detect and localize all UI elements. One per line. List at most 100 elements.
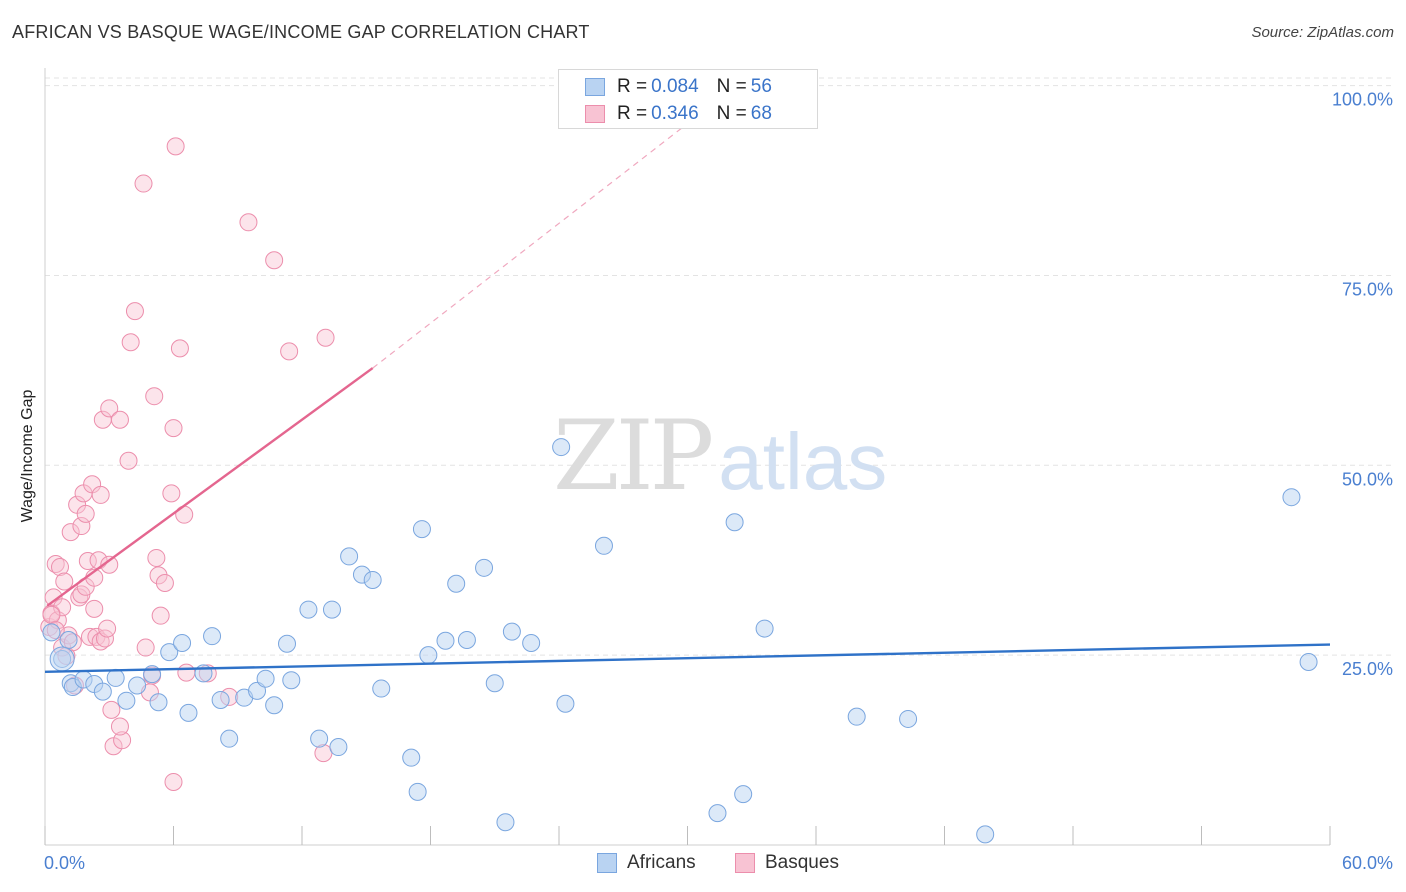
x-tick-label-max: 60.0% bbox=[1342, 853, 1393, 873]
basque-point bbox=[177, 663, 196, 682]
basque-point bbox=[239, 213, 258, 232]
african-point bbox=[1299, 652, 1318, 671]
axes bbox=[44, 68, 1331, 846]
basque-point bbox=[55, 572, 74, 591]
basques-swatch bbox=[585, 105, 605, 123]
y-tick-labels: 25.0% 50.0% 75.0% 100.0% bbox=[1332, 90, 1393, 680]
african-point bbox=[594, 536, 613, 555]
series-legend-basques[interactable]: Basques bbox=[735, 852, 839, 874]
african-point bbox=[419, 646, 438, 665]
african-point bbox=[847, 707, 866, 726]
african-point bbox=[179, 703, 198, 722]
basque-point bbox=[280, 342, 299, 361]
african-point bbox=[106, 668, 125, 687]
african-point bbox=[329, 738, 348, 757]
african-point bbox=[59, 630, 78, 649]
african-point bbox=[734, 785, 753, 804]
source-label: Source: ZipAtlas.com bbox=[1251, 24, 1394, 41]
series-legend-africans[interactable]: Africans bbox=[597, 852, 696, 874]
african-point bbox=[149, 693, 168, 712]
african-point bbox=[899, 709, 918, 728]
basque-point bbox=[91, 485, 110, 504]
basque-point bbox=[100, 399, 119, 418]
y-tick-label: 75.0% bbox=[1342, 279, 1393, 299]
grid-lines bbox=[45, 77, 1392, 656]
x-tick-label-min: 0.0% bbox=[44, 853, 85, 873]
african-point bbox=[220, 729, 239, 748]
african-point bbox=[708, 804, 727, 823]
basque-point bbox=[170, 339, 189, 358]
basque-point bbox=[70, 588, 89, 607]
basque-point bbox=[134, 174, 153, 193]
basques-r-value: 0.346 bbox=[651, 103, 699, 124]
african-point bbox=[447, 574, 466, 593]
basque-point bbox=[53, 598, 72, 617]
basque-point bbox=[110, 410, 129, 429]
correlation-legend: R = 0.084 N = 56 R = 0.346 N = 68 bbox=[558, 69, 818, 129]
basques-points bbox=[40, 137, 335, 791]
african-point bbox=[496, 813, 515, 832]
africans-swatch bbox=[585, 78, 605, 96]
basque-point bbox=[164, 772, 183, 791]
basque-point bbox=[149, 566, 168, 585]
african-point bbox=[556, 694, 575, 713]
series-legend: Africans Basques bbox=[0, 852, 1406, 876]
basques-legend-label: Basques bbox=[765, 852, 839, 873]
african-point bbox=[457, 630, 476, 649]
african-point bbox=[725, 513, 744, 532]
basques-r-label: R = bbox=[617, 103, 648, 124]
african-point bbox=[502, 622, 521, 641]
african-point bbox=[372, 679, 391, 698]
african-point bbox=[412, 520, 431, 539]
basque-point bbox=[136, 638, 155, 657]
basque-point bbox=[42, 605, 61, 624]
basques-trend-line bbox=[46, 367, 374, 607]
african-point bbox=[173, 633, 192, 652]
x-tick-labels: 0.0% 60.0% bbox=[44, 853, 1393, 873]
y-tick-label: 50.0% bbox=[1342, 469, 1393, 489]
basque-point bbox=[98, 619, 117, 638]
african-point bbox=[42, 623, 61, 642]
basque-point bbox=[110, 717, 129, 736]
legend-row-africans: R = 0.084 N = 56 bbox=[585, 75, 772, 99]
african-point bbox=[485, 674, 504, 693]
basque-point bbox=[125, 302, 144, 321]
basque-point bbox=[76, 504, 95, 523]
basque-point bbox=[265, 251, 284, 270]
african-point bbox=[976, 825, 995, 844]
basque-point bbox=[164, 419, 183, 438]
basque-point bbox=[147, 548, 166, 567]
basque-point bbox=[145, 387, 164, 406]
basque-point bbox=[316, 328, 335, 347]
africans-legend-swatch bbox=[597, 853, 617, 873]
african-point bbox=[322, 600, 341, 619]
basque-point bbox=[102, 700, 121, 719]
africans-n-label: N = bbox=[716, 76, 747, 97]
basque-point bbox=[61, 523, 80, 542]
basques-n-label: N = bbox=[716, 103, 747, 124]
basque-point bbox=[162, 484, 181, 503]
basque-point bbox=[151, 606, 170, 625]
african-point bbox=[402, 748, 421, 767]
chart-title: AFRICAN VS BASQUE WAGE/INCOME GAP CORREL… bbox=[12, 22, 590, 42]
basque-point bbox=[72, 517, 91, 536]
basque-point bbox=[113, 731, 132, 750]
african-point bbox=[143, 665, 162, 684]
y-axis-label: Wage/Income Gap bbox=[19, 389, 36, 523]
african-point bbox=[278, 634, 297, 653]
african-point bbox=[408, 782, 427, 801]
african-point bbox=[552, 438, 571, 457]
africans-r-label: R = bbox=[617, 76, 648, 97]
basque-point bbox=[85, 599, 104, 618]
african-point bbox=[256, 669, 275, 688]
african-point bbox=[211, 690, 230, 709]
y-tick-label: 25.0% bbox=[1342, 659, 1393, 679]
african-point bbox=[265, 696, 284, 715]
african-point bbox=[755, 619, 774, 638]
basque-point bbox=[100, 555, 119, 574]
basque-point bbox=[50, 558, 69, 577]
africans-points bbox=[42, 438, 1318, 844]
basques-n-value: 68 bbox=[750, 103, 772, 124]
basque-point bbox=[155, 574, 174, 593]
